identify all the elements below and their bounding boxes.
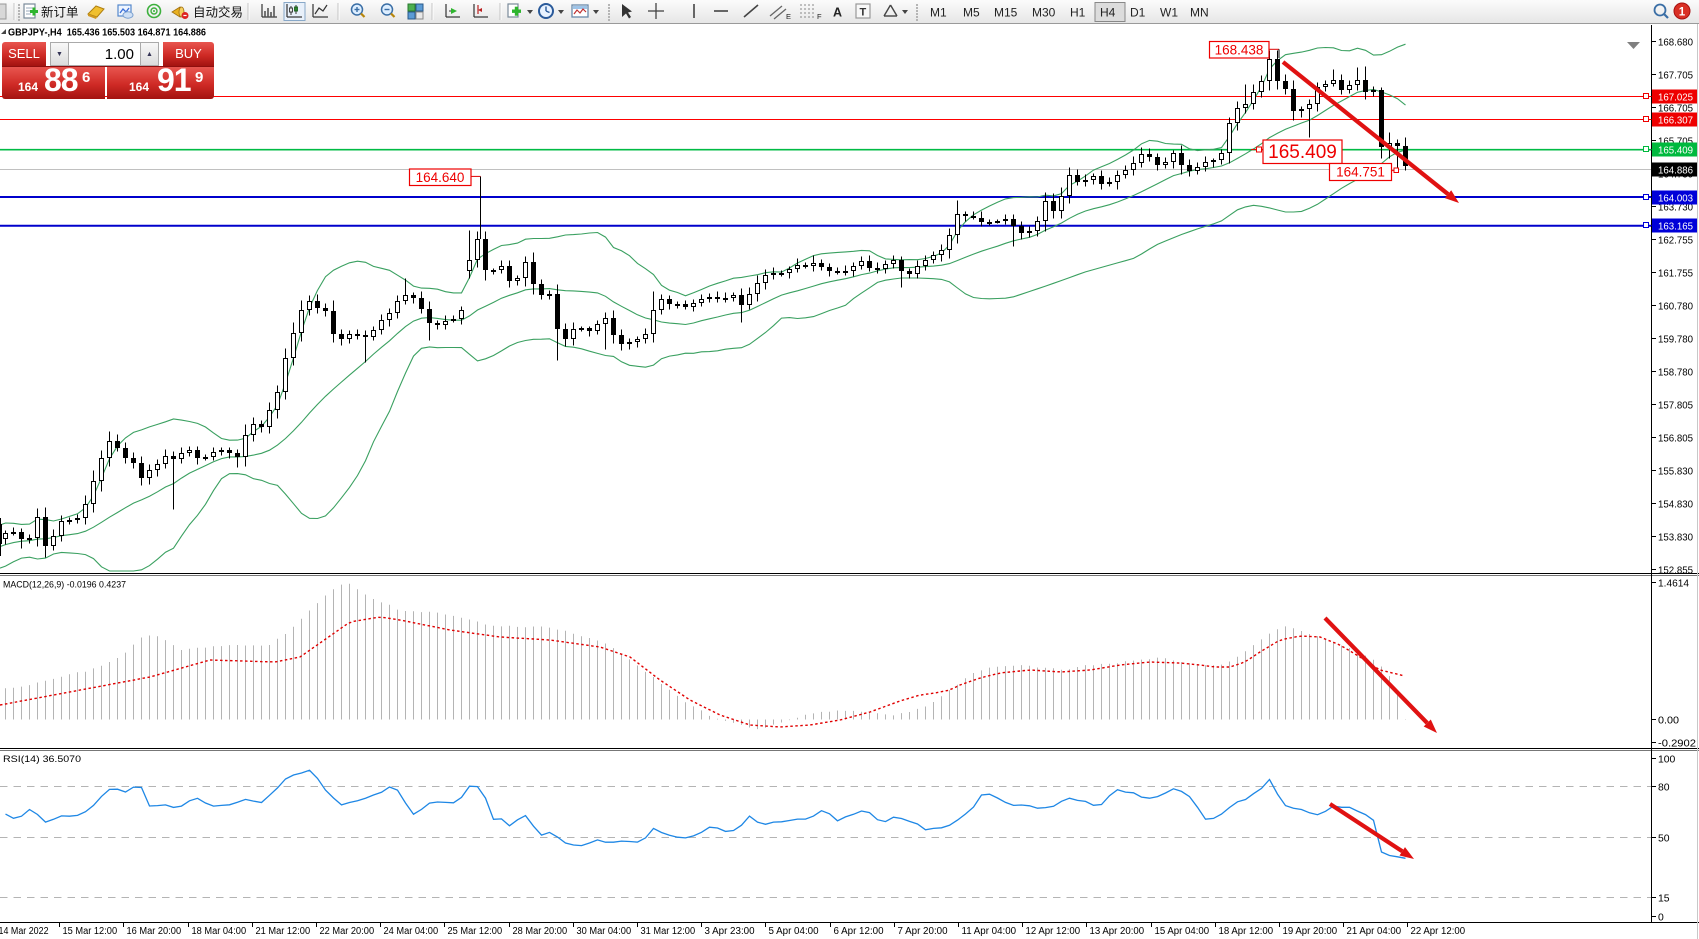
svg-text:154.830: 154.830 xyxy=(1658,499,1693,510)
svg-text:0: 0 xyxy=(1658,912,1664,923)
svg-text:165.409: 165.409 xyxy=(1658,145,1693,156)
svg-text:自动交易: 自动交易 xyxy=(193,5,243,20)
svg-text:159.780: 159.780 xyxy=(1658,334,1693,345)
svg-text:167.705: 167.705 xyxy=(1658,70,1693,81)
svg-text:3 Apr 23:00: 3 Apr 23:00 xyxy=(705,926,756,937)
svg-text:25 Mar 12:00: 25 Mar 12:00 xyxy=(448,926,503,937)
svg-text:166.307: 166.307 xyxy=(1658,115,1693,126)
svg-text:11 Apr 04:00: 11 Apr 04:00 xyxy=(962,926,1017,937)
svg-text:156.805: 156.805 xyxy=(1658,433,1693,444)
svg-text:RSI(14) 36.5070: RSI(14) 36.5070 xyxy=(3,754,81,765)
svg-text:M1: M1 xyxy=(930,6,947,20)
svg-text:T: T xyxy=(860,7,867,19)
svg-text:152.855: 152.855 xyxy=(1658,565,1693,576)
svg-text:18 Mar 04:00: 18 Mar 04:00 xyxy=(192,926,247,937)
svg-text:164.640: 164.640 xyxy=(416,170,465,185)
svg-text:A: A xyxy=(833,6,842,20)
svg-text:W1: W1 xyxy=(1160,6,1178,20)
svg-text:157.805: 157.805 xyxy=(1658,400,1693,411)
svg-text:19 Apr 20:00: 19 Apr 20:00 xyxy=(1283,926,1338,937)
svg-text:F: F xyxy=(817,12,822,21)
svg-text:GBPJPY-,H4 165.436 165.503 16: GBPJPY-,H4 165.436 165.503 164.871 164.8… xyxy=(8,28,206,39)
svg-text:161.755: 161.755 xyxy=(1658,268,1693,279)
svg-text:100: 100 xyxy=(1658,754,1676,765)
svg-text:5 Apr 04:00: 5 Apr 04:00 xyxy=(769,926,820,937)
svg-text:21 Apr 04:00: 21 Apr 04:00 xyxy=(1347,926,1402,937)
svg-text:1: 1 xyxy=(1679,7,1686,19)
svg-text:14 Mar 2022: 14 Mar 2022 xyxy=(0,926,49,937)
svg-text:-0.2902: -0.2902 xyxy=(1658,738,1696,749)
svg-text:164.003: 164.003 xyxy=(1658,193,1693,204)
svg-text:E: E xyxy=(786,12,791,21)
svg-text:24 Mar 04:00: 24 Mar 04:00 xyxy=(384,926,439,937)
svg-text:164.751: 164.751 xyxy=(1336,165,1385,180)
svg-text:153.830: 153.830 xyxy=(1658,532,1693,543)
svg-text:168.680: 168.680 xyxy=(1658,37,1693,48)
svg-text:MACD(12,26,9) -0.0196 0.4237: MACD(12,26,9) -0.0196 0.4237 xyxy=(3,580,126,591)
svg-text:1.4614: 1.4614 xyxy=(1658,578,1689,589)
svg-text:160.780: 160.780 xyxy=(1658,301,1693,312)
svg-text:80: 80 xyxy=(1658,782,1670,793)
svg-text:22 Apr 12:00: 22 Apr 12:00 xyxy=(1411,926,1466,937)
svg-text:22 Mar 20:00: 22 Mar 20:00 xyxy=(320,926,375,937)
svg-text:18 Apr 12:00: 18 Apr 12:00 xyxy=(1219,926,1274,937)
svg-text:D1: D1 xyxy=(1130,6,1146,20)
svg-text:165.705: 165.705 xyxy=(1658,136,1693,147)
svg-text:M5: M5 xyxy=(963,6,980,20)
svg-text:7 Apr 20:00: 7 Apr 20:00 xyxy=(898,926,949,937)
svg-text:12 Apr 12:00: 12 Apr 12:00 xyxy=(1026,926,1081,937)
svg-text:163.165: 163.165 xyxy=(1658,221,1693,232)
svg-text:30 Mar 04:00: 30 Mar 04:00 xyxy=(577,926,632,937)
svg-text:31 Mar 12:00: 31 Mar 12:00 xyxy=(641,926,696,937)
svg-text:162.755: 162.755 xyxy=(1658,235,1693,246)
svg-text:新订单: 新订单 xyxy=(41,5,79,20)
svg-text:16 Mar 20:00: 16 Mar 20:00 xyxy=(127,926,182,937)
svg-text:0.00: 0.00 xyxy=(1658,715,1679,726)
svg-text:155.830: 155.830 xyxy=(1658,466,1693,477)
svg-text:15: 15 xyxy=(1658,893,1670,904)
svg-text:164.886: 164.886 xyxy=(1658,166,1693,177)
svg-text:168.438: 168.438 xyxy=(1215,43,1264,58)
svg-text:21 Mar 12:00: 21 Mar 12:00 xyxy=(256,926,311,937)
svg-text:15 Mar 12:00: 15 Mar 12:00 xyxy=(63,926,118,937)
svg-text:158.780: 158.780 xyxy=(1658,367,1693,378)
svg-text:15 Apr 04:00: 15 Apr 04:00 xyxy=(1155,926,1210,937)
svg-text:M30: M30 xyxy=(1032,6,1056,20)
svg-text:M15: M15 xyxy=(994,6,1018,20)
svg-text:MN: MN xyxy=(1190,6,1209,20)
svg-text:166.705: 166.705 xyxy=(1658,103,1693,114)
svg-text:H1: H1 xyxy=(1070,6,1086,20)
svg-text:6 Apr 12:00: 6 Apr 12:00 xyxy=(834,926,885,937)
svg-text:13 Apr 20:00: 13 Apr 20:00 xyxy=(1090,926,1145,937)
svg-text:50: 50 xyxy=(1658,833,1670,844)
svg-text:165.409: 165.409 xyxy=(1268,142,1337,163)
svg-text:28 Mar 20:00: 28 Mar 20:00 xyxy=(513,926,568,937)
svg-text:163.730: 163.730 xyxy=(1658,202,1693,213)
svg-text:H4: H4 xyxy=(1100,6,1116,20)
svg-text:167.025: 167.025 xyxy=(1658,92,1693,103)
